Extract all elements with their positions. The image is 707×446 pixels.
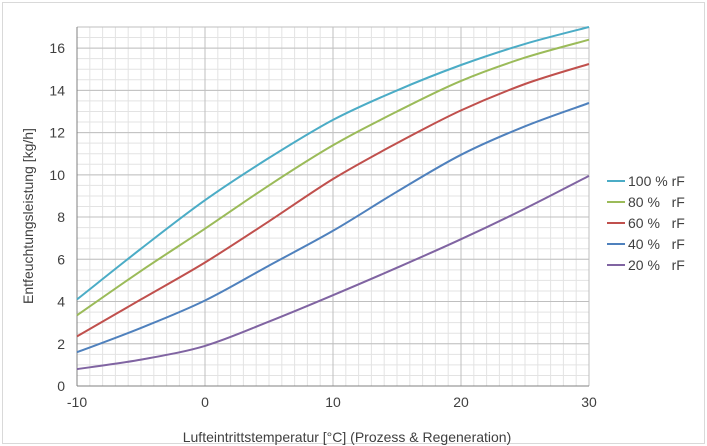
x-tick-label: 0 [201, 394, 209, 410]
series-line [76, 63, 590, 338]
y-tick-label: 10 [49, 167, 65, 183]
axes [76, 27, 589, 387]
legend-label: 20 % rF [628, 257, 685, 273]
series-line [76, 102, 590, 354]
y-tick-label: 6 [57, 251, 65, 267]
y-tick-label: 0 [57, 378, 65, 394]
y-tick-label: 8 [57, 209, 65, 225]
x-axis-title: Lufteintrittstemperatur [°C] (Prozess & … [183, 429, 512, 445]
series-line [76, 38, 590, 317]
x-tick-labels: -10 0 10 20 30 [67, 394, 597, 410]
x-tick-label: 10 [325, 394, 341, 410]
y-tick-label: 14 [49, 82, 65, 98]
series-line [76, 26, 590, 301]
legend: 100 % rF 80 % rF 60 % rF 40 % rF 20 % rF [607, 173, 685, 273]
legend-label: 80 % rF [628, 194, 685, 210]
x-tick-label: -10 [67, 394, 87, 410]
series-line [76, 175, 590, 371]
legend-label: 40 % rF [628, 236, 685, 252]
major-gridlines [76, 26, 590, 387]
y-tick-label: 4 [57, 294, 65, 310]
y-tick-label: 16 [49, 40, 65, 56]
legend-label: 100 % rF [628, 173, 685, 189]
x-tick-label: 20 [453, 394, 469, 410]
series-lines [76, 26, 590, 371]
y-axis-title: Entfeuchtungsleistung [kg/h] [20, 128, 36, 304]
y-tick-label: 12 [49, 125, 65, 141]
y-tick-label: 2 [57, 336, 65, 352]
y-tick-labels: 0 2 4 6 8 10 12 14 16 [49, 40, 65, 394]
x-tick-label: 30 [581, 394, 597, 410]
legend-label: 60 % rF [628, 215, 685, 231]
